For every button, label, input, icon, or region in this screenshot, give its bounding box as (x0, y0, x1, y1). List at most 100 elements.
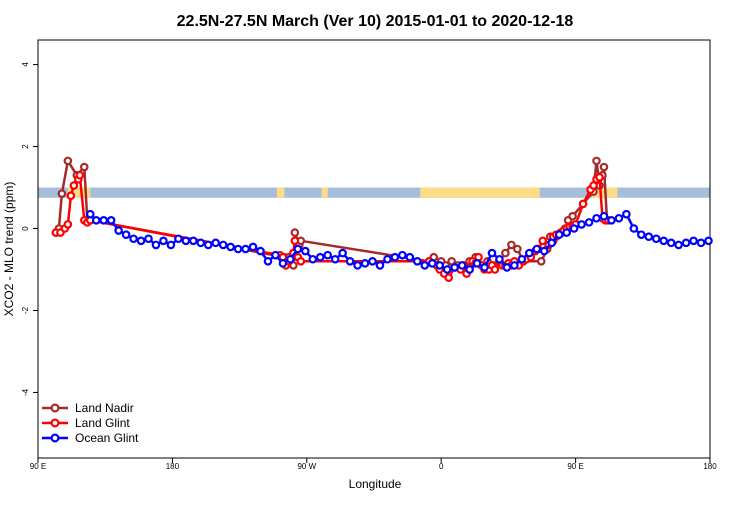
data-point (689, 236, 698, 246)
data-point (233, 244, 243, 254)
data-point (338, 248, 347, 258)
data-point (345, 256, 355, 266)
data-point (99, 216, 109, 225)
data-point (442, 265, 452, 274)
data-point (539, 246, 549, 256)
data-point (577, 220, 586, 229)
data-point (420, 261, 430, 270)
data-point (568, 211, 577, 221)
data-point (607, 216, 616, 225)
land-segment (276, 187, 285, 198)
data-point (144, 234, 153, 244)
data-point (390, 252, 400, 262)
data-point (75, 170, 85, 180)
data-point (457, 261, 467, 270)
data-point (226, 242, 235, 252)
data-point (66, 191, 76, 201)
data-point (286, 254, 295, 264)
data-point (248, 242, 258, 252)
data-point (659, 236, 669, 246)
data-point (203, 240, 213, 250)
data-point (189, 236, 198, 246)
data-point (644, 232, 654, 242)
data-point (398, 250, 407, 260)
data-point (614, 213, 624, 223)
x-tick-label: 90 E (567, 462, 583, 471)
legend-item: Ocean Glint (42, 431, 139, 445)
land-segment (420, 187, 540, 198)
legend-label: Land Glint (75, 416, 130, 430)
data-point (360, 259, 370, 268)
data-point (196, 238, 206, 248)
legend-label: Ocean Glint (75, 431, 139, 445)
chart-title: 22.5N-27.5N March (Ver 10) 2015-01-01 to… (177, 13, 574, 30)
plot-frame (37, 39, 711, 459)
data-point (278, 259, 288, 268)
data-point (308, 254, 318, 264)
land-segment (321, 187, 328, 198)
data-point (301, 246, 310, 256)
land-ocean-band (38, 187, 710, 198)
data-point (495, 254, 504, 264)
data-point (472, 259, 482, 268)
data-point (513, 244, 522, 254)
y-tick-label: 0 (21, 226, 30, 231)
data-point (427, 259, 437, 268)
data-point (501, 248, 510, 258)
x-axis-label: Longitude (349, 477, 402, 491)
data-point (507, 240, 516, 250)
data-point (218, 240, 228, 250)
data-point (159, 236, 168, 246)
data-point (599, 211, 609, 221)
data-point (368, 256, 377, 266)
ocean-band (38, 187, 710, 198)
legend-marker (50, 433, 60, 443)
data-point (599, 162, 609, 172)
data-point (450, 263, 459, 272)
data-point (121, 230, 131, 239)
legend-marker (50, 403, 60, 413)
data-point (315, 252, 325, 262)
data-point (91, 216, 101, 225)
data-point (151, 240, 161, 250)
data-point (584, 218, 594, 227)
data-point (79, 162, 89, 172)
data-point (510, 261, 519, 270)
data-point (622, 209, 631, 219)
data-point (57, 189, 67, 198)
data-point (651, 234, 661, 244)
legend-marker (50, 418, 60, 428)
data-point (181, 236, 191, 246)
data-point (174, 234, 183, 244)
data-point (330, 254, 340, 264)
data-point (592, 213, 601, 223)
data-point (114, 226, 123, 235)
data-point (666, 238, 676, 248)
data-point (595, 172, 604, 182)
data-point (562, 228, 571, 237)
data-point (704, 236, 713, 246)
y-tick-label: -2 (21, 306, 30, 314)
data-point (63, 156, 73, 166)
data-point (290, 236, 300, 246)
data-point (129, 234, 138, 244)
y-tick-label: 2 (21, 144, 30, 149)
data-point (592, 156, 601, 166)
data-point (536, 256, 546, 266)
data-point (106, 216, 116, 225)
legend-label: Land Nadir (75, 401, 134, 415)
y-axis: 4 2 0 -2 -4 (21, 62, 38, 396)
data-point (569, 224, 579, 233)
data-point (85, 209, 95, 219)
data-point (271, 250, 280, 260)
data-point (502, 263, 512, 272)
y-tick-label: 4 (21, 62, 30, 67)
x-axis: 90 E 180 90 W 0 90 E 180 (30, 458, 717, 471)
legend-item: Land Glint (42, 416, 130, 430)
data-point (69, 181, 79, 190)
data-point (444, 273, 453, 282)
data-point (525, 248, 534, 258)
data-point (63, 220, 73, 229)
